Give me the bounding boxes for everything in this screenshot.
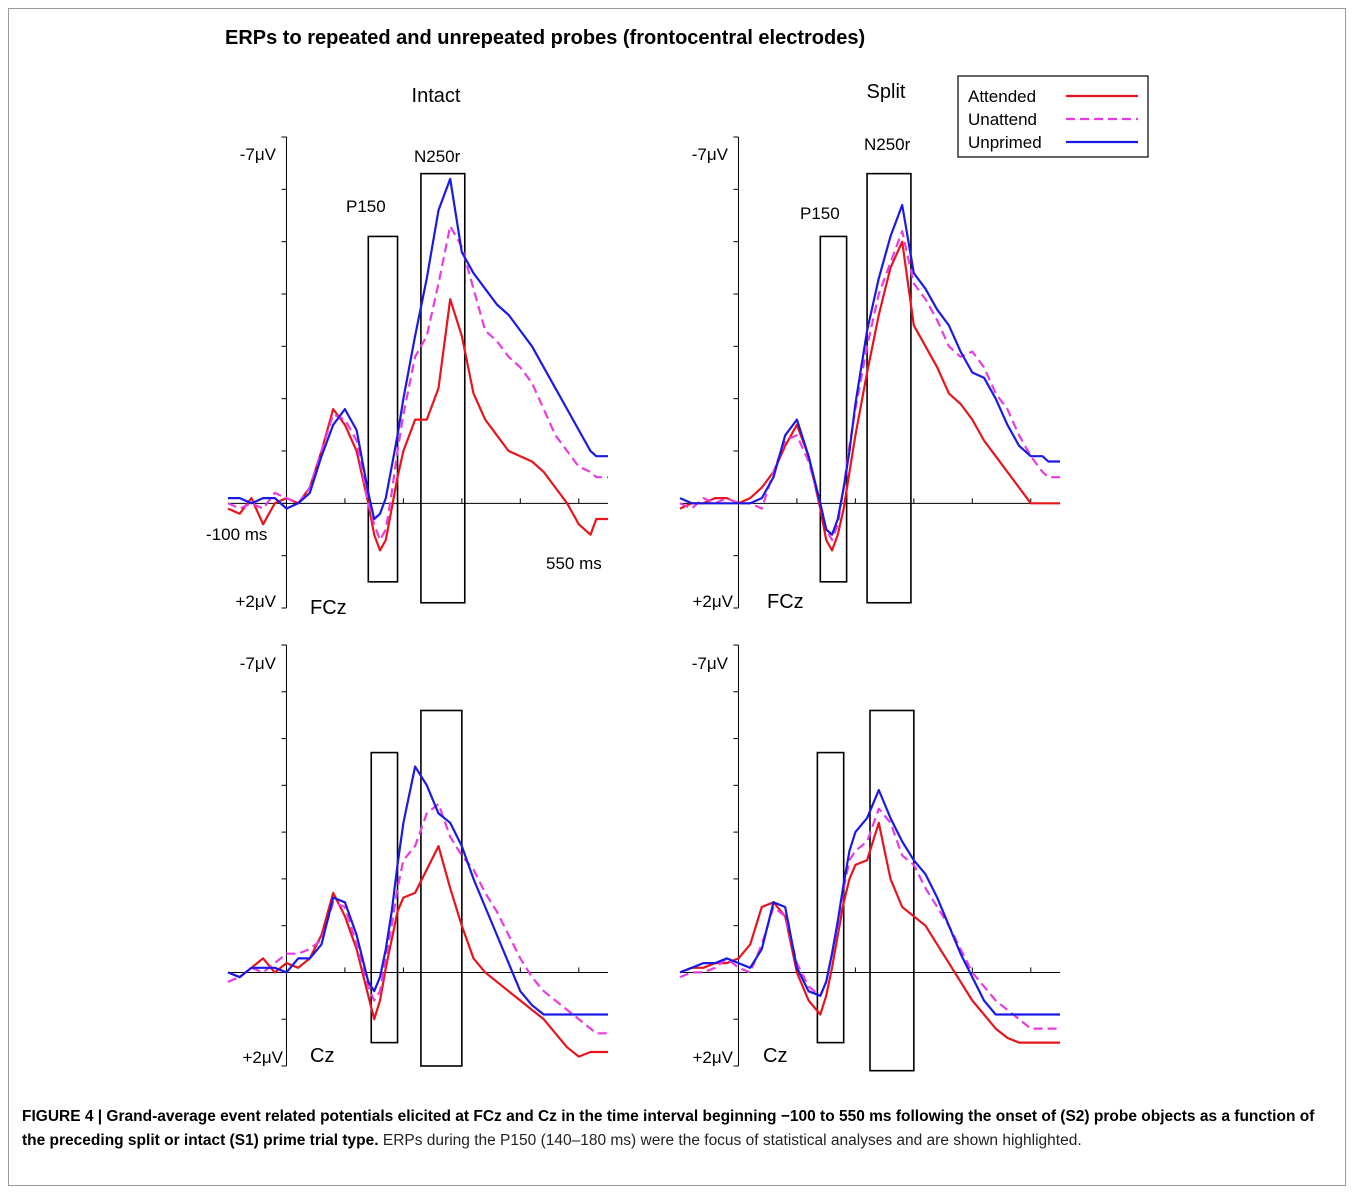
legend: Attended Unattend Unprimed (957, 75, 1149, 158)
window-label-n250r: N250r (414, 147, 461, 166)
column-title-split: Split (867, 81, 906, 103)
series-line-attended (679, 821, 1060, 1044)
y-top-label: -7μV (240, 145, 277, 164)
p150-window (367, 235, 399, 583)
electrode-label: Cz (763, 1045, 787, 1067)
window-label-p150: P150 (800, 204, 840, 223)
series-line-attended (227, 845, 608, 1058)
series-line-unprimed (679, 203, 1060, 536)
figure-caption: FIGURE 4 | Grand-average event related p… (22, 1105, 1332, 1153)
n250r-window (869, 709, 915, 1072)
x-end-label: 550 ms (546, 554, 602, 573)
electrode-label: Cz (310, 1045, 334, 1067)
legend-label-attended: Attended (968, 87, 1036, 106)
figure-title: ERPs to repeated and unrepeated probes (… (225, 27, 865, 49)
legend-box (957, 75, 1149, 158)
p150-window (816, 751, 845, 1044)
series-line-unprimed (679, 788, 1060, 1016)
y-bottom-label: +2μV (692, 1048, 733, 1067)
x-start-label: -100 ms (206, 525, 267, 544)
legend-label-unprimed: Unprimed (968, 133, 1042, 152)
window-label-p150: P150 (346, 197, 386, 216)
series-line-unattend (227, 224, 608, 542)
electrode-label: FCz (767, 591, 804, 613)
series-line-unattend (679, 230, 1060, 542)
series-line-unprimed (227, 765, 608, 1016)
column-title-intact: Intact (412, 85, 461, 107)
caption-bold: FIGURE 4 | Grand-average event related p… (22, 1108, 1315, 1149)
panel-intact-cz: -7μV +2μV Cz (227, 644, 608, 1067)
caption-text: ERPs during the P150 (140–180 ms) were t… (378, 1132, 1082, 1149)
n250r-window (420, 172, 466, 604)
series-line-unattend (679, 807, 1060, 1030)
p150-window (370, 751, 399, 1044)
panel-split-fcz: Split -7μV +2μV FCz P150 N250r (679, 81, 1060, 613)
p150-window (819, 235, 848, 583)
erp-figure: ERPs to repeated and unrepeated probes (… (206, 27, 1149, 1072)
n250r-window (866, 172, 912, 604)
y-top-label: -7μV (692, 145, 729, 164)
panel-intact-fcz: Intact -7μV +2μV -100 ms 550 ms FCz P150… (206, 85, 608, 619)
electrode-label: FCz (310, 597, 347, 619)
y-bottom-label: +2μV (235, 592, 276, 611)
window-label-n250r: N250r (864, 135, 911, 154)
series-line-unprimed (228, 177, 608, 521)
y-bottom-label: +2μV (242, 1048, 283, 1067)
y-top-label: -7μV (240, 654, 277, 673)
legend-label-unattend: Unattend (968, 110, 1037, 129)
figure-frame (8, 8, 1346, 1186)
y-bottom-label: +2μV (692, 592, 733, 611)
series-line-unattend (227, 802, 608, 1035)
series-line-attended (679, 240, 1060, 552)
panel-split-cz: -7μV +2μV Cz (679, 644, 1060, 1072)
y-top-label: -7μV (692, 654, 729, 673)
n250r-window (420, 709, 463, 1067)
